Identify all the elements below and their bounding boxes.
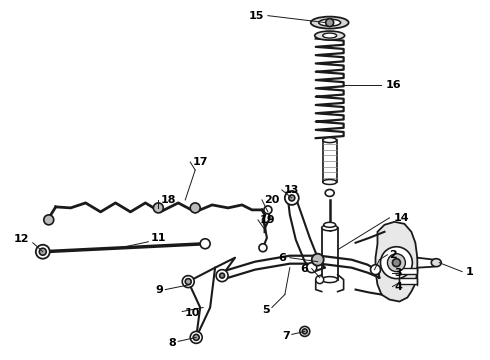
Text: 9: 9 — [155, 284, 163, 294]
Circle shape — [193, 334, 199, 340]
Circle shape — [200, 239, 210, 249]
Ellipse shape — [322, 225, 338, 231]
Circle shape — [302, 329, 307, 334]
Circle shape — [326, 19, 334, 27]
Circle shape — [388, 254, 405, 272]
Text: 3: 3 — [394, 267, 402, 278]
Ellipse shape — [315, 31, 344, 40]
Text: 17: 17 — [192, 157, 208, 167]
Circle shape — [44, 215, 54, 225]
Text: 19: 19 — [260, 215, 275, 225]
Circle shape — [220, 273, 224, 278]
Bar — [399, 278, 417, 284]
Text: 20: 20 — [264, 195, 279, 205]
Bar — [399, 268, 417, 274]
Circle shape — [370, 265, 380, 275]
Circle shape — [300, 327, 310, 336]
Text: 6: 6 — [300, 264, 308, 274]
Text: 5: 5 — [262, 306, 270, 315]
Text: 2: 2 — [390, 250, 397, 260]
Circle shape — [153, 203, 163, 213]
Text: 18: 18 — [160, 195, 176, 205]
Circle shape — [259, 244, 267, 252]
Circle shape — [185, 279, 191, 285]
Ellipse shape — [323, 33, 337, 38]
Circle shape — [182, 276, 194, 288]
Circle shape — [312, 254, 324, 266]
Text: 14: 14 — [393, 213, 409, 223]
Ellipse shape — [324, 222, 336, 227]
Ellipse shape — [325, 189, 334, 197]
Circle shape — [392, 259, 400, 267]
Text: 15: 15 — [248, 11, 264, 21]
Ellipse shape — [322, 276, 338, 283]
Text: 7: 7 — [282, 332, 290, 341]
Circle shape — [216, 270, 228, 282]
Circle shape — [264, 206, 272, 214]
Text: 4: 4 — [394, 282, 402, 292]
Circle shape — [190, 332, 202, 343]
Text: 12: 12 — [13, 234, 29, 244]
Ellipse shape — [431, 259, 441, 267]
Circle shape — [39, 248, 46, 255]
Circle shape — [316, 276, 324, 284]
Text: 8: 8 — [169, 338, 176, 348]
Ellipse shape — [311, 17, 348, 28]
Ellipse shape — [323, 180, 337, 184]
Polygon shape — [375, 222, 417, 302]
Text: 16: 16 — [386, 80, 401, 90]
Text: 1: 1 — [466, 267, 474, 276]
Text: 6: 6 — [278, 253, 286, 263]
Text: 10: 10 — [184, 309, 199, 319]
Circle shape — [380, 247, 413, 279]
Ellipse shape — [323, 138, 337, 143]
Circle shape — [36, 245, 50, 259]
Bar — [323, 140, 337, 182]
Text: 13: 13 — [284, 185, 299, 195]
Circle shape — [285, 191, 299, 205]
Circle shape — [307, 263, 317, 273]
Bar — [322, 228, 338, 280]
Circle shape — [289, 195, 295, 201]
Text: 11: 11 — [150, 233, 166, 243]
Ellipse shape — [318, 19, 341, 26]
Circle shape — [190, 203, 200, 213]
